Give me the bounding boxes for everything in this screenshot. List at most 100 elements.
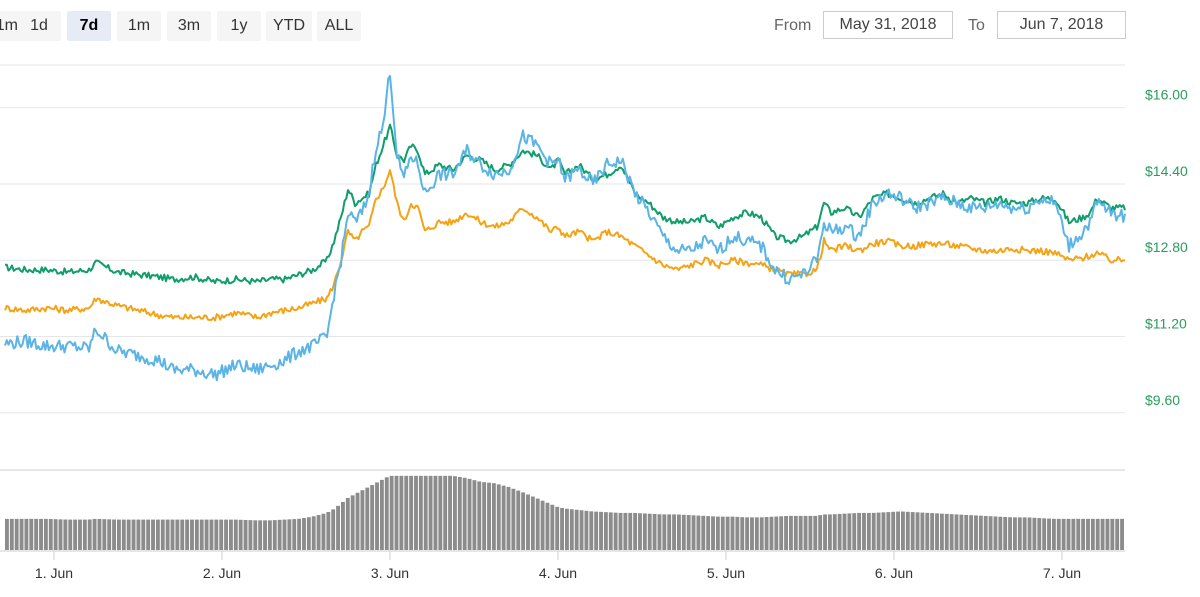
volume-bar — [774, 516, 779, 550]
volume-bar — [316, 515, 321, 550]
volume-bar — [920, 512, 925, 550]
volume-bar — [5, 518, 9, 550]
volume-bar — [433, 475, 438, 550]
volume-bar — [745, 517, 750, 550]
volume-bar — [287, 519, 292, 550]
volume-bar — [594, 511, 599, 550]
volume-bar — [209, 519, 214, 550]
y-tick-label: $9.60 — [1145, 392, 1180, 408]
volume-bar — [813, 515, 818, 550]
volume-bar — [97, 518, 102, 550]
volume-bar — [876, 512, 881, 550]
volume-bar — [107, 519, 112, 550]
volume-bar — [409, 475, 414, 550]
volume-bar — [1100, 518, 1105, 550]
volume-bar — [87, 519, 92, 550]
y-tick-label: $14.40 — [1145, 163, 1188, 179]
volume-bar — [233, 519, 238, 550]
volume-bar — [121, 519, 126, 550]
volume-bar — [511, 488, 516, 550]
volume-bar — [34, 518, 39, 550]
volume-bar — [1047, 518, 1051, 550]
volume-bar — [1037, 518, 1042, 550]
volume-bar — [798, 515, 803, 550]
zoom-button-1d[interactable]: 1d — [17, 11, 61, 41]
volume-bar — [579, 510, 584, 550]
volume-bar — [545, 502, 550, 550]
volume-bar — [1095, 518, 1100, 550]
from-date-input[interactable] — [823, 11, 953, 39]
zoom-button-3m[interactable]: 3m — [167, 11, 211, 41]
volume-bar — [491, 483, 496, 550]
volume-bar — [516, 490, 521, 550]
volume-bar — [784, 516, 788, 550]
volume-bar — [321, 513, 326, 550]
volume-bar — [886, 512, 891, 550]
volume-bar — [29, 518, 34, 550]
volume-bar — [779, 516, 784, 550]
volume-bar — [428, 475, 433, 550]
volume-bar — [964, 514, 969, 550]
volume-bar — [764, 517, 769, 550]
volume-bar — [1056, 518, 1061, 550]
volume-bar — [633, 512, 638, 550]
volume-bar — [589, 511, 594, 550]
volume-bar — [983, 515, 988, 550]
volume-bar — [477, 481, 482, 550]
volume-bar — [521, 492, 526, 550]
volume-bar — [423, 475, 428, 550]
zoom-button-1y[interactable]: 1y — [217, 11, 261, 41]
volume-bar — [487, 482, 491, 550]
volume-bar — [92, 518, 97, 550]
volume-bars — [5, 475, 1124, 550]
volume-bar — [394, 475, 399, 550]
volume-bar — [1081, 518, 1086, 550]
volume-bar — [881, 512, 886, 550]
zoom-button-1m[interactable]: 1m — [117, 11, 161, 41]
volume-bar — [341, 501, 345, 550]
volume-bar — [740, 517, 745, 550]
volume-bar — [584, 510, 589, 550]
volume-bar — [910, 512, 915, 550]
volume-bar — [63, 519, 68, 550]
volume-bar — [1013, 517, 1017, 550]
volume-bar — [467, 478, 472, 550]
volume-bar — [769, 516, 774, 550]
volume-bar — [803, 515, 808, 550]
volume-bar — [974, 515, 978, 550]
volume-bar — [949, 514, 954, 550]
volume-bar — [1017, 517, 1022, 550]
volume-bar — [793, 515, 798, 550]
volume-bar — [603, 512, 608, 550]
volume-bar — [165, 519, 170, 550]
volume-bar — [657, 514, 662, 550]
volume-bar — [9, 518, 14, 550]
volume-bar — [399, 475, 404, 550]
volume-bar — [496, 484, 501, 550]
x-tick-label: 4. Jun — [539, 565, 577, 581]
volume-bar — [750, 517, 754, 550]
volume-bar — [438, 475, 443, 550]
volume-bar — [219, 519, 224, 550]
volume-bar — [837, 513, 842, 550]
volume-bar — [623, 512, 628, 550]
grid-lines — [0, 64, 1125, 552]
from-label: From — [774, 17, 812, 34]
volume-bar — [905, 511, 910, 550]
zoom-button-ytd[interactable]: YTD — [266, 11, 312, 41]
volume-bar — [866, 512, 871, 550]
series-line — [4, 74, 1126, 382]
zoom-button-all[interactable]: ALL — [317, 11, 361, 41]
volume-bar — [375, 482, 379, 550]
volume-bar — [862, 512, 866, 550]
volume-bar — [944, 513, 949, 550]
volume-bar — [263, 520, 267, 550]
volume-bar — [827, 514, 832, 550]
to-date-input[interactable] — [997, 11, 1126, 39]
volume-bar — [414, 475, 418, 550]
x-tick-label: 6. Jun — [875, 565, 913, 581]
volume-bar — [652, 513, 657, 550]
zoom-button-7d[interactable]: 7d — [67, 11, 111, 41]
volume-bar — [267, 520, 272, 550]
